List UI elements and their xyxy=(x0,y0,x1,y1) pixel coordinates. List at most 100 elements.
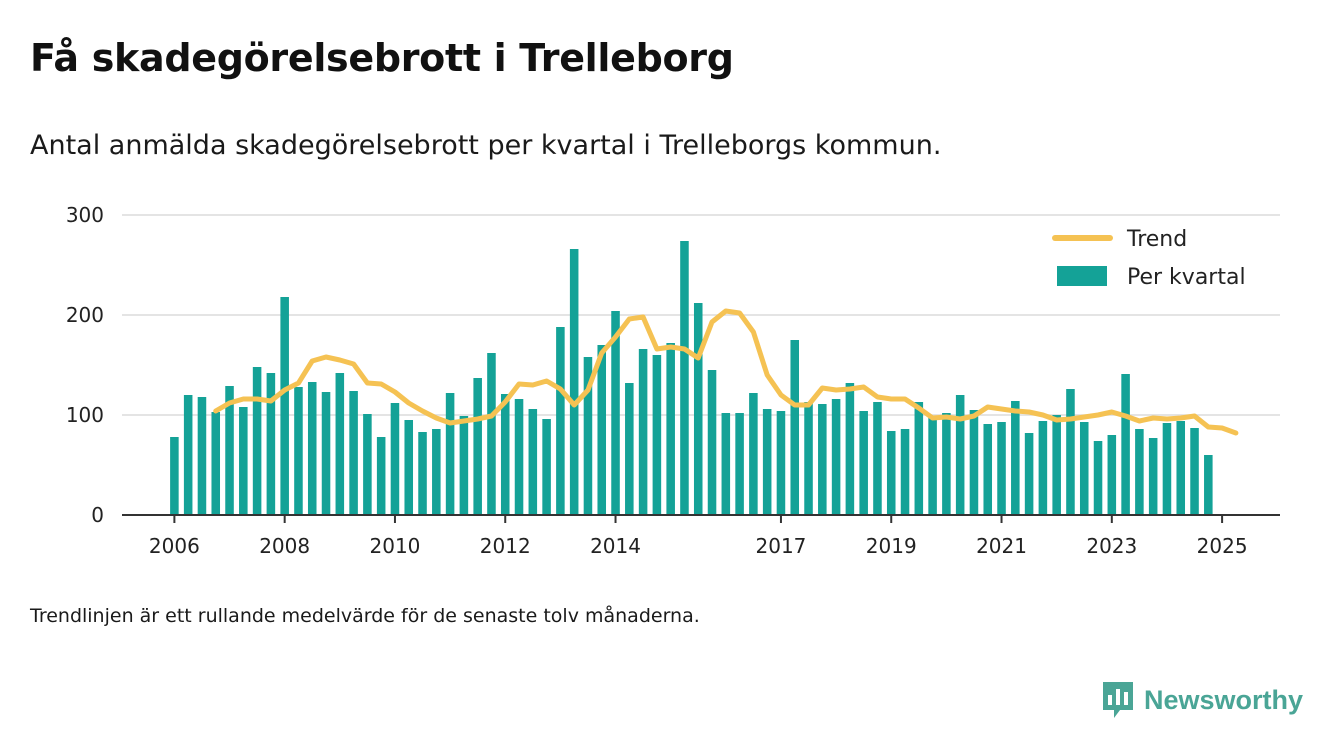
bar xyxy=(776,411,786,515)
bar xyxy=(307,382,317,515)
bar xyxy=(652,355,662,515)
bar xyxy=(873,402,882,515)
bar xyxy=(1011,401,1020,515)
bar xyxy=(1038,421,1048,515)
bar xyxy=(997,422,1006,515)
bar xyxy=(735,413,744,515)
axes: 0 100 200 300 2006 2008 2010 2012 2014 2017 2019 20… xyxy=(66,203,1280,558)
bar xyxy=(818,404,827,515)
chart-title: Få skadegörelsebrott i Trelleborg xyxy=(30,36,734,80)
x-tick-label: 2014 xyxy=(590,534,641,558)
bar xyxy=(790,340,800,515)
bar xyxy=(886,431,896,515)
bar xyxy=(280,297,289,515)
bar xyxy=(1176,421,1186,515)
bar xyxy=(942,413,951,515)
bar xyxy=(1079,422,1089,515)
bar xyxy=(473,378,482,515)
x-tick-label: 2021 xyxy=(976,534,1027,558)
x-tick-label: 2025 xyxy=(1197,534,1248,558)
bar xyxy=(514,399,524,515)
bar xyxy=(1093,441,1103,515)
bar xyxy=(666,343,675,515)
y-tick-label: 100 xyxy=(66,403,104,427)
bar xyxy=(611,311,620,515)
chart-subtitle: Antal anmälda skadegörelsebrott per kvar… xyxy=(30,130,942,161)
bar xyxy=(625,383,634,515)
bar xyxy=(363,414,372,515)
bar xyxy=(556,327,565,515)
x-tick-label: 2010 xyxy=(370,534,421,558)
bar xyxy=(266,373,276,515)
bar xyxy=(845,383,855,515)
bar xyxy=(749,393,758,515)
bar xyxy=(225,386,234,515)
bar xyxy=(170,437,179,515)
bar xyxy=(349,391,358,515)
bar xyxy=(252,367,262,515)
bar xyxy=(376,437,386,515)
bar xyxy=(390,403,400,515)
y-tick-label: 0 xyxy=(91,503,104,527)
legend-trend-label: Trend xyxy=(1126,227,1187,252)
bar xyxy=(1052,415,1061,515)
trend-line xyxy=(213,308,1239,436)
bar xyxy=(335,373,345,515)
bar xyxy=(900,429,910,515)
bar xyxy=(432,429,441,515)
bar xyxy=(1066,389,1075,515)
bar xyxy=(569,249,579,515)
bar xyxy=(721,413,731,515)
bar xyxy=(983,424,993,515)
brand-name: Newsworthy xyxy=(1144,684,1304,715)
bars-per-kvartal xyxy=(170,241,1213,515)
bar xyxy=(831,399,841,515)
legend-per-kvartal-label: Per kvartal xyxy=(1127,265,1246,290)
x-tick-label: 2019 xyxy=(866,534,917,558)
bar xyxy=(583,357,593,515)
bar xyxy=(500,394,510,515)
y-tick-label: 200 xyxy=(66,303,104,327)
bar xyxy=(1190,428,1199,515)
bar-line-chart: 0 100 200 300 2006 2008 2010 2012 2014 2017 2019 20… xyxy=(66,203,1280,558)
bar xyxy=(183,395,193,515)
bar xyxy=(1148,438,1158,515)
bar xyxy=(418,432,427,515)
bar xyxy=(597,345,607,515)
bar xyxy=(707,370,717,515)
bar xyxy=(859,411,868,515)
x-tick-label: 2017 xyxy=(756,534,807,558)
bar xyxy=(542,419,551,515)
bar xyxy=(804,402,813,515)
x-tick-label: 2008 xyxy=(259,534,310,558)
bar xyxy=(197,397,207,515)
bar xyxy=(928,418,937,515)
bar xyxy=(1204,455,1213,515)
bar xyxy=(445,393,455,515)
bar xyxy=(1107,435,1117,515)
newsworthy-chart-logo-icon xyxy=(1103,682,1133,718)
trend-line-layer xyxy=(213,308,1239,436)
bar xyxy=(969,410,979,515)
bar xyxy=(1135,429,1144,515)
bar xyxy=(1024,433,1034,515)
bar xyxy=(321,392,331,515)
x-tick-label: 2006 xyxy=(149,534,200,558)
bar xyxy=(459,416,469,515)
bar xyxy=(528,409,538,515)
bar xyxy=(955,395,965,515)
bar xyxy=(404,420,414,515)
bar xyxy=(914,402,924,515)
bar xyxy=(211,412,221,515)
legend: Trend Per kvartal xyxy=(1052,227,1246,290)
bar xyxy=(294,387,303,515)
bar xyxy=(239,407,248,515)
y-tick-label: 300 xyxy=(66,203,104,227)
bar xyxy=(693,303,703,515)
bar xyxy=(638,349,648,515)
bar xyxy=(1162,423,1172,515)
x-tick-label: 2023 xyxy=(1086,534,1137,558)
bar xyxy=(1121,374,1130,515)
footnote: Trendlinjen är ett rullande medelvärde f… xyxy=(30,605,700,627)
bar xyxy=(762,409,772,515)
